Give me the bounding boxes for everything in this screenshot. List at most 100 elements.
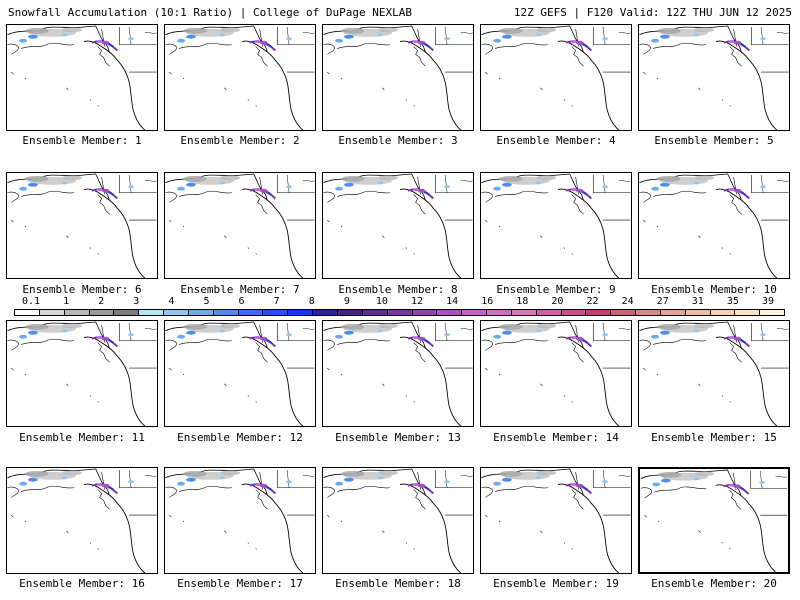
legend-swatch <box>660 310 686 315</box>
legend-tick-label: 10 <box>375 296 388 307</box>
legend-swatch <box>412 310 438 315</box>
legend-tick-label: 16 <box>481 296 494 307</box>
legend-tick-label: 14 <box>446 296 459 307</box>
legend-tick-label: 1 <box>63 296 70 307</box>
legend-swatch <box>39 310 65 315</box>
legend-swatch <box>15 310 40 315</box>
legend-tick-label: 9 <box>343 296 350 307</box>
legend-swatch <box>238 310 264 315</box>
ensemble-member-label: Ensemble Member: 20 <box>651 577 777 590</box>
legend-swatch <box>561 310 587 315</box>
pacific-northwest-map-graphic <box>323 321 473 426</box>
legend-tick-label: 18 <box>516 296 529 307</box>
ensemble-member-1-map[interactable] <box>6 24 158 131</box>
legend-tick-label: 8 <box>308 296 315 307</box>
legend-swatch <box>636 310 661 315</box>
pacific-northwest-map-graphic <box>165 173 315 278</box>
legend-swatch <box>437 310 463 315</box>
legend-swatch <box>362 310 388 315</box>
snowfall-color-scale <box>14 309 785 316</box>
pacific-northwest-map-graphic <box>7 25 157 130</box>
legend-swatch <box>337 310 363 315</box>
ensemble-member-label: Ensemble Member: 16 <box>19 577 145 590</box>
legend-tick-label: 12 <box>411 296 424 307</box>
ensemble-member-label: Ensemble Member: 7 <box>180 283 300 296</box>
pacific-northwest-map-graphic <box>165 25 315 130</box>
ensemble-member-label: Ensemble Member: 14 <box>493 431 619 444</box>
pacific-northwest-map-graphic <box>323 468 473 573</box>
ensemble-member-label: Ensemble Member: 18 <box>335 577 461 590</box>
ensemble-member-label: Ensemble Member: 6 <box>22 283 142 296</box>
ensemble-member-label: Ensemble Member: 13 <box>335 431 461 444</box>
pacific-northwest-map-graphic <box>165 468 315 573</box>
legend-tick-label: 5 <box>203 296 210 307</box>
legend-tick-labels: 0.1 1 2 3 4 5 6 7 8 9 10 12 14 16 18 20 22 24 27 31 35 39 <box>0 297 800 309</box>
ensemble-member-label: Ensemble Member: 12 <box>177 431 303 444</box>
legend-swatch <box>387 310 413 315</box>
ensemble-member-label: Ensemble Member: 4 <box>496 134 616 147</box>
ensemble-member-15-map[interactable] <box>638 320 790 427</box>
legend-swatch <box>263 310 289 315</box>
ensemble-member-16-map[interactable] <box>6 467 158 574</box>
legend-swatch <box>586 310 612 315</box>
legend-tick-label: 7 <box>273 296 280 307</box>
ensemble-member-label: Ensemble Member: 17 <box>177 577 303 590</box>
legend-swatch <box>536 310 562 315</box>
ensemble-member-10-map[interactable] <box>638 172 790 279</box>
legend-swatch <box>462 310 488 315</box>
pacific-northwest-map-graphic <box>640 469 788 572</box>
ensemble-member-18-map[interactable] <box>322 467 474 574</box>
run-valid-time: 12Z GEFS | F120 Valid: 12Z THU JUN 12 20… <box>513 6 792 19</box>
ensemble-member-label: Ensemble Member: 1 <box>22 134 142 147</box>
pacific-northwest-map-graphic <box>7 321 157 426</box>
legend-tick-label: 2 <box>98 296 105 307</box>
ensemble-member-label: Ensemble Member: 5 <box>654 134 774 147</box>
ensemble-member-label: Ensemble Member: 11 <box>19 431 145 444</box>
legend-swatch <box>89 310 115 315</box>
legend-swatch <box>685 310 711 315</box>
legend-swatch <box>114 310 140 315</box>
ensemble-member-6-map[interactable] <box>6 172 158 279</box>
ensemble-member-label: Ensemble Member: 8 <box>338 283 458 296</box>
legend-tick-label: 35 <box>726 296 739 307</box>
legend-tick-label: 6 <box>238 296 245 307</box>
pacific-northwest-map-graphic <box>7 468 157 573</box>
legend-swatch <box>64 310 90 315</box>
ensemble-member-14-map[interactable] <box>480 320 632 427</box>
legend-swatch <box>164 310 189 315</box>
ensemble-member-label: Ensemble Member: 15 <box>651 431 777 444</box>
ensemble-member-4-map[interactable] <box>480 24 632 131</box>
legend-tick-label: 0.1 <box>21 296 41 307</box>
ensemble-member-label: Ensemble Member: 9 <box>496 283 616 296</box>
pacific-northwest-map-graphic <box>481 25 631 130</box>
ensemble-member-19-map[interactable] <box>480 467 632 574</box>
ensemble-member-8-map[interactable] <box>322 172 474 279</box>
ensemble-member-20-map[interactable] <box>638 467 790 574</box>
legend-swatch <box>611 310 637 315</box>
ensemble-member-9-map[interactable] <box>480 172 632 279</box>
pacific-northwest-map-graphic <box>481 321 631 426</box>
legend-swatch <box>487 310 512 315</box>
ensemble-member-3-map[interactable] <box>322 24 474 131</box>
ensemble-member-7-map[interactable] <box>164 172 316 279</box>
legend-tick-label: 24 <box>621 296 634 307</box>
ensemble-member-12-map[interactable] <box>164 320 316 427</box>
ensemble-member-11-map[interactable] <box>6 320 158 427</box>
legend-swatch <box>188 310 214 315</box>
legend-tick-label: 4 <box>168 296 175 307</box>
pacific-northwest-map-graphic <box>481 468 631 573</box>
ensemble-member-5-map[interactable] <box>638 24 790 131</box>
pacific-northwest-map-graphic <box>7 173 157 278</box>
pacific-northwest-map-graphic <box>639 321 789 426</box>
legend-swatch <box>735 310 761 315</box>
ensemble-member-label: Ensemble Member: 10 <box>651 283 777 296</box>
legend-tick-label: 22 <box>586 296 599 307</box>
map-title: Snowfall Accumulation (10:1 Ratio) | Col… <box>8 6 412 19</box>
ensemble-member-17-map[interactable] <box>164 467 316 574</box>
ensemble-member-2-map[interactable] <box>164 24 316 131</box>
legend-swatch <box>511 310 537 315</box>
ensemble-member-label: Ensemble Member: 2 <box>180 134 300 147</box>
ensemble-member-13-map[interactable] <box>322 320 474 427</box>
pacific-northwest-map-graphic <box>323 25 473 130</box>
legend-swatch <box>710 310 736 315</box>
